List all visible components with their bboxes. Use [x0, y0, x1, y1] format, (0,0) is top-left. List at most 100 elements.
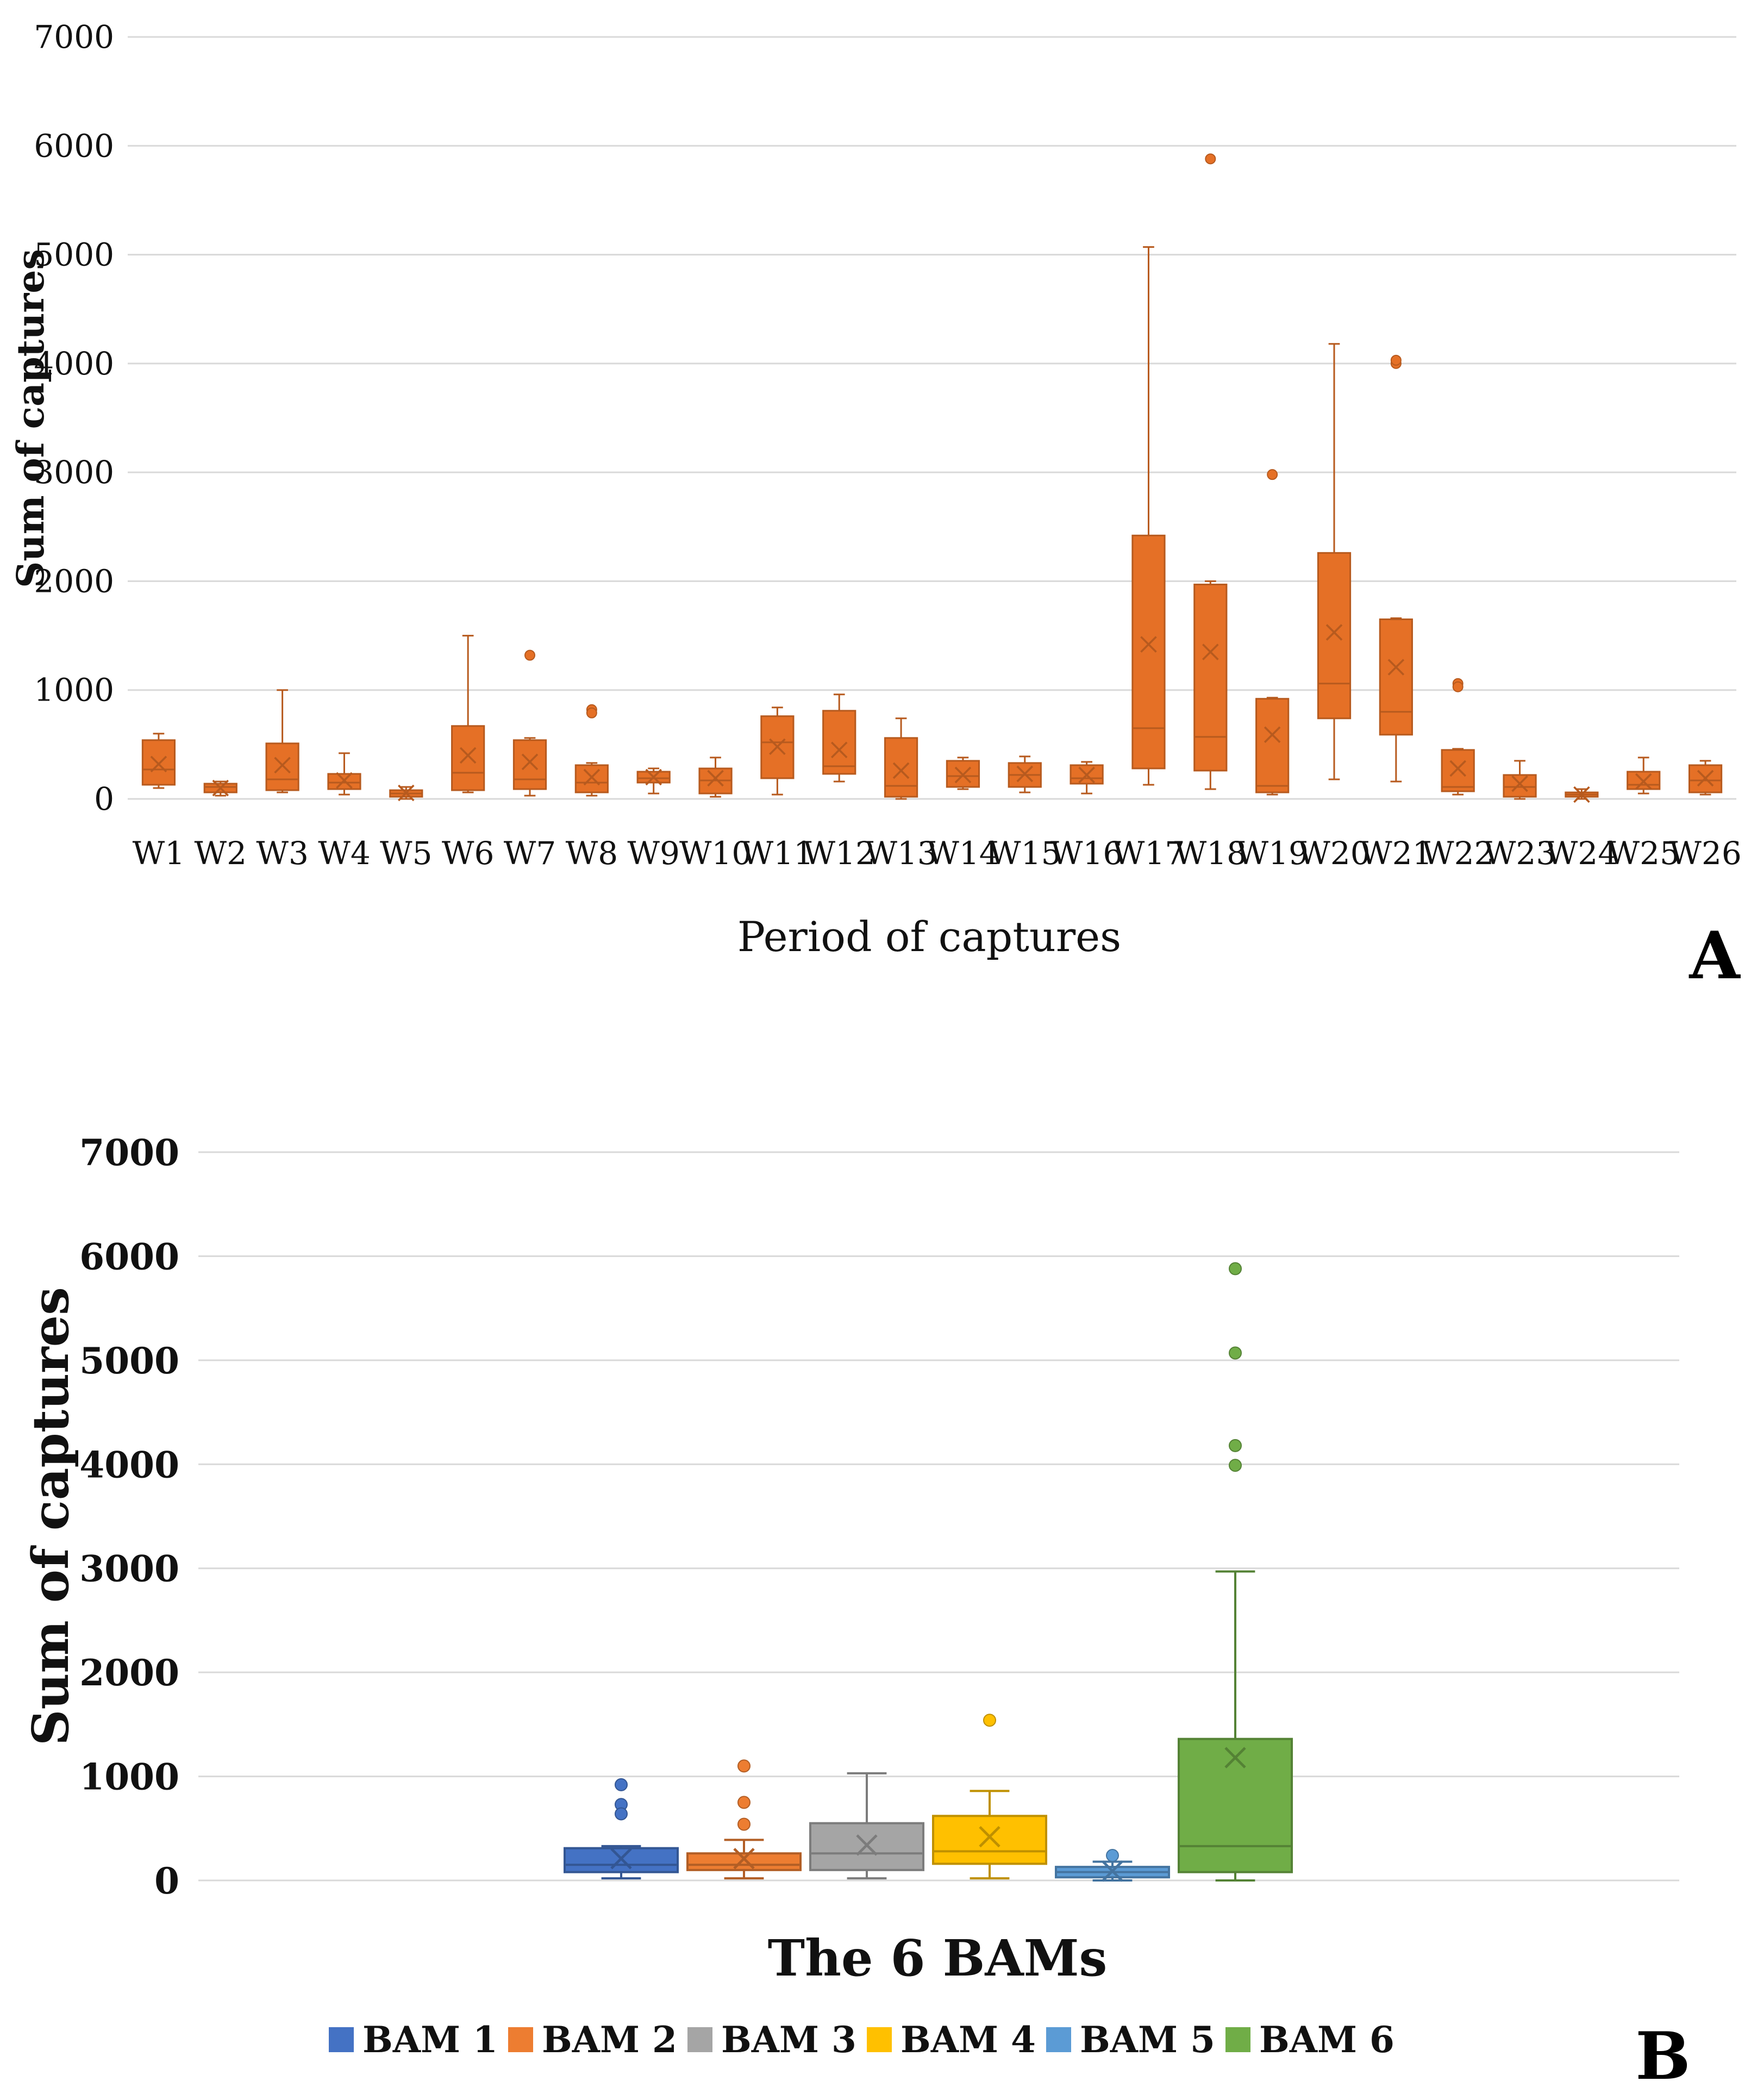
- mean-marker-a-20: [1387, 659, 1405, 676]
- mean-marker-a-6: [521, 753, 539, 771]
- chart-a-panel-label: A: [1689, 917, 1741, 994]
- box-rect-a-12: [884, 737, 918, 798]
- outlier-a-6-0: [524, 649, 535, 661]
- box-a-15: [1070, 761, 1104, 795]
- chart-a-x-tick-label: W4: [318, 835, 371, 872]
- box-a-18: [1255, 469, 1290, 796]
- box-a-22: [1503, 760, 1537, 800]
- mean-marker-a-25: [1697, 770, 1714, 787]
- legend-label-2: BAM 2: [542, 2018, 677, 2061]
- legend-label-5: BAM 5: [1080, 2018, 1215, 2061]
- mean-marker-a-0: [150, 755, 167, 773]
- box-b-4: [1055, 1849, 1170, 1882]
- box-rect-b-1: [686, 1852, 802, 1871]
- box-rect-a-2: [265, 742, 299, 791]
- chart-b-y-tick-label: 0: [154, 1860, 179, 1902]
- mean-marker-a-11: [830, 741, 848, 759]
- chart-a-x-tick-label: W20: [1298, 835, 1370, 872]
- outlier-b-1-1: [737, 1796, 751, 1809]
- chart-b-x-axis-title: The 6 BAMs: [768, 1929, 1108, 1988]
- chart-a-y-tick-label: 6000: [34, 127, 114, 164]
- box-a-10: [760, 707, 795, 796]
- box-a-19: [1317, 343, 1352, 780]
- chart-a-x-tick-label: W12: [803, 835, 875, 872]
- box-a-1: [203, 779, 237, 797]
- box-a-21: [1441, 678, 1475, 796]
- legend-label-3: BAM 3: [721, 2018, 856, 2061]
- chart-a-y-tick-label: 0: [94, 780, 114, 817]
- box-rect-a-19: [1317, 552, 1352, 720]
- chart-b-grid: [198, 1151, 1679, 1882]
- box-a-5: [451, 635, 485, 793]
- chart-b-panel-label: B: [1635, 2018, 1690, 2095]
- box-a-13: [946, 757, 980, 790]
- legend-label-6: BAM 6: [1259, 2018, 1394, 2061]
- box-a-6: [512, 649, 547, 797]
- chart-a-y-tick-label: 4000: [34, 345, 114, 382]
- box-rect-b-5: [1178, 1738, 1293, 1873]
- chart-b-y-tick-label: 1000: [79, 1756, 179, 1798]
- mean-marker-a-17: [1202, 643, 1219, 660]
- chart-a-x-tick-label: W2: [195, 835, 247, 872]
- chart-a-x-tick-label: W19: [1236, 835, 1308, 872]
- box-a-2: [265, 689, 299, 793]
- chart-a-x-tick-label: W14: [927, 835, 999, 872]
- chart-a: 0 1000 2000 3000 4000 5000 6000 7000 W1 W2 W3 W4 W5…: [9, 18, 1742, 994]
- box-a-9: [698, 757, 733, 798]
- chart-a-x-tick-label: W18: [1174, 835, 1247, 872]
- outlier-b-3-0: [983, 1714, 996, 1727]
- legend-swatch-3: [687, 2027, 712, 2052]
- chart-a-x-tick-label: W3: [256, 835, 309, 872]
- chart-b-legend: BAM 1 BAM 2 BAM 3 BAM 4 BAM 5 BAM 6: [329, 2018, 1394, 2061]
- box-rect-a-6: [512, 739, 547, 790]
- chart-a-x-tick-label: W26: [1669, 835, 1741, 872]
- chart-b-y-tick-label: 4000: [79, 1443, 179, 1486]
- chart-a-x-tick-label: W24: [1546, 835, 1618, 872]
- chart-a-x-tick-label: W16: [1050, 835, 1123, 872]
- outlier-b-0-2: [615, 1807, 628, 1821]
- outlier-a-18-0: [1267, 469, 1278, 480]
- chart-a-x-tick-label: W17: [1112, 835, 1185, 872]
- legend-label-1: BAM 1: [362, 2018, 498, 2061]
- box-rect-a-18: [1255, 698, 1290, 793]
- chart-a-x-tick-label: W11: [741, 835, 814, 872]
- mean-marker-b-1: [733, 1848, 755, 1870]
- box-rect-b-3: [932, 1815, 1047, 1865]
- chart-a-x-tick-label: W21: [1360, 835, 1432, 872]
- box-rect-a-21: [1441, 749, 1475, 792]
- mean-marker-a-14: [1016, 765, 1034, 783]
- mean-marker-a-4: [398, 784, 415, 802]
- mean-marker-a-7: [583, 768, 601, 786]
- box-rect-a-11: [822, 710, 856, 775]
- box-a-23: [1565, 786, 1599, 803]
- box-rect-a-0: [141, 739, 176, 786]
- chart-b-boxes: [564, 1262, 1293, 1882]
- chart-b-y-tick-label: 7000: [79, 1132, 179, 1174]
- box-a-16: [1131, 246, 1166, 786]
- outlier-b-0-0: [615, 1778, 628, 1791]
- mean-marker-a-24: [1635, 773, 1652, 790]
- chart-a-boxes: [141, 153, 1723, 803]
- outlier-b-5-1: [1229, 1346, 1242, 1360]
- box-a-17: [1193, 153, 1228, 790]
- box-a-8: [636, 767, 671, 795]
- outlier-a-7-1: [586, 707, 597, 718]
- chart-a-x-tick-label: W22: [1422, 835, 1494, 872]
- chart-a-x-tick-label: W15: [989, 835, 1061, 872]
- mean-marker-a-15: [1078, 766, 1095, 784]
- chart-a-x-tick-label: W1: [133, 835, 185, 872]
- chart-a-y-tick-label: 7000: [34, 18, 114, 55]
- chart-a-x-tick-label: W13: [865, 835, 937, 872]
- box-rect-a-5: [451, 725, 485, 791]
- chart-a-grid: [128, 36, 1736, 800]
- mean-marker-b-0: [610, 1848, 632, 1870]
- box-b-3: [932, 1714, 1047, 1880]
- chart-a-x-tick-label: W5: [380, 835, 433, 872]
- legend-swatch-1: [329, 2027, 354, 2052]
- chart-b: 0 1000 2000 3000 4000 5000 6000 7000 Sum of cap…: [21, 1132, 1691, 2095]
- chart-a-y-tick-label: 5000: [34, 236, 114, 273]
- chart-a-x-tick-label: W10: [679, 835, 752, 872]
- box-b-0: [564, 1778, 679, 1880]
- chart-b-y-axis-title: Sum of captures: [21, 1287, 80, 1746]
